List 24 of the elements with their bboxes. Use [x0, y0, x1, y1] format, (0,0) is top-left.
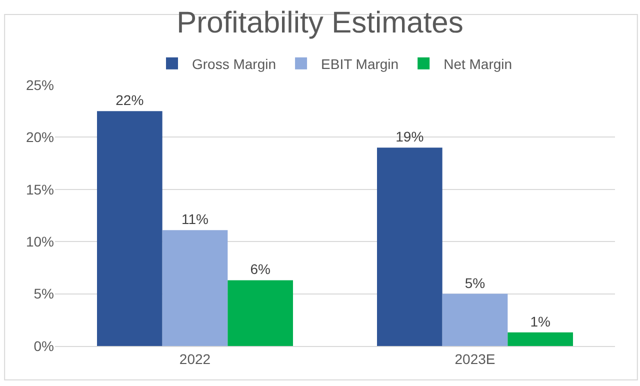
data-label: 22%	[116, 92, 144, 108]
x-tick-label: 2023E	[454, 350, 496, 367]
bar	[97, 111, 162, 346]
y-tick-label: 20%	[26, 129, 54, 146]
data-label: 11%	[182, 211, 208, 228]
legend-label: EBIT Margin	[321, 56, 399, 72]
bar	[162, 230, 228, 346]
data-label: 5%	[464, 274, 486, 291]
data-label: 6%	[250, 261, 270, 278]
bar	[442, 294, 508, 346]
y-tick-label: 15%	[26, 181, 54, 198]
chart-title: Profitability Estimates	[176, 6, 464, 40]
y-tick-label: 10%	[26, 234, 54, 250]
bar	[508, 332, 573, 346]
y-tick-label: 0%	[34, 338, 54, 354]
data-label: 19%	[396, 128, 424, 145]
legend-label: Net Margin	[444, 56, 512, 72]
y-tick-label: 5%	[34, 286, 54, 302]
data-label: 1%	[530, 313, 550, 330]
y-tick-label: 25%	[26, 76, 54, 93]
bar	[377, 148, 442, 346]
x-tick-label: 2022	[179, 350, 211, 367]
legend-label: Gross Margin	[192, 56, 276, 72]
bar	[228, 280, 293, 346]
